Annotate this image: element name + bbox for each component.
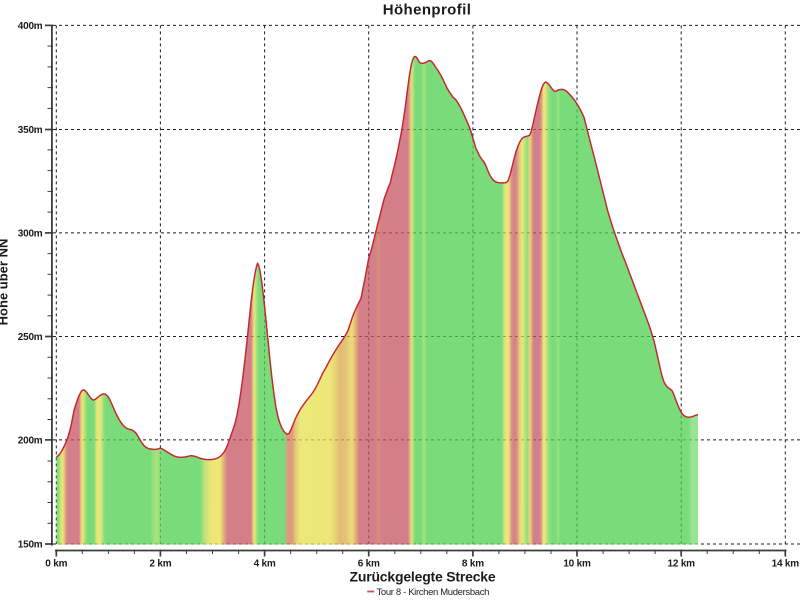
svg-text:350m: 350m	[18, 125, 43, 136]
svg-text:12 km: 12 km	[668, 559, 696, 570]
svg-text:0 km: 0 km	[45, 559, 67, 570]
svg-text:150m: 150m	[18, 540, 43, 551]
svg-text:8 km: 8 km	[462, 559, 484, 570]
svg-text:4 km: 4 km	[254, 559, 276, 570]
svg-text:10 km: 10 km	[563, 559, 591, 570]
svg-text:2 km: 2 km	[149, 559, 171, 570]
svg-text:Höhe über NN: Höhe über NN	[0, 239, 11, 326]
svg-text:Zurückgelegte Strecke: Zurückgelegte Strecke	[350, 569, 496, 585]
svg-text:200m: 200m	[18, 435, 43, 446]
svg-text:6 km: 6 km	[358, 559, 380, 570]
svg-text:Tour 8 - Kirchen Mudersbach: Tour 8 - Kirchen Mudersbach	[377, 587, 490, 598]
svg-text:300m: 300m	[18, 228, 43, 239]
svg-text:14 km: 14 km	[772, 559, 800, 570]
svg-text:400m: 400m	[18, 21, 43, 32]
svg-text:250m: 250m	[18, 332, 43, 343]
svg-text:Höhenprofil: Höhenprofil	[383, 2, 472, 19]
